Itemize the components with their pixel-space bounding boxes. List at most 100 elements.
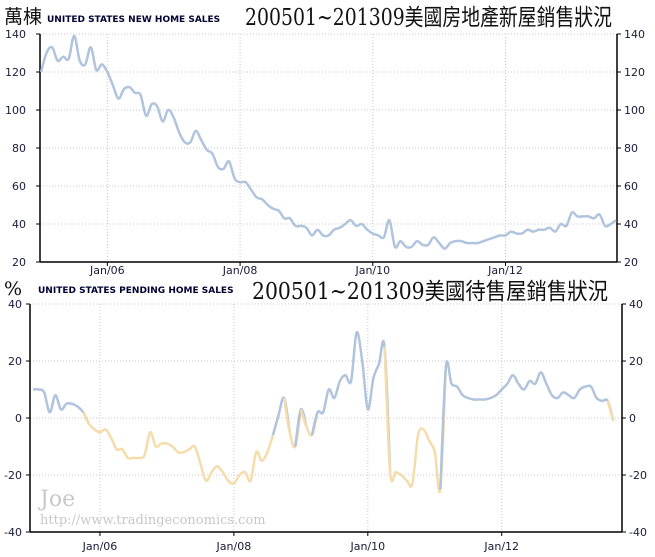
data-point [554,230,556,232]
data-point [615,219,617,221]
data-point [439,488,441,490]
data-point [161,120,163,122]
data-point [106,71,108,73]
data-point [416,240,418,242]
top-subtitle: UNITED STATES NEW HOME SALES [47,15,220,25]
data-point [194,445,196,447]
data-point [322,411,324,413]
data-point [467,397,469,399]
data-point [350,380,352,382]
data-point [45,52,47,54]
data-point [584,385,586,387]
data-point [449,242,451,244]
y-tick-label-left: 140 [5,28,26,41]
data-point [587,215,589,217]
x-tick-label: Jan/06 [82,540,118,553]
data-point [443,248,445,250]
data-point [543,229,545,231]
y-tick-label-left: -20 [4,469,22,482]
data-point [211,153,213,155]
data-point [366,229,368,231]
data-point [349,219,351,221]
data-point [421,244,423,246]
data-point [515,232,517,234]
data-point [189,141,191,143]
data-point [316,411,318,413]
data-point [394,246,396,248]
data-point [590,385,592,387]
data-point [145,115,147,117]
data-point [250,189,252,191]
data-point [233,482,235,484]
data-point [249,480,251,482]
y-tick-label-left: 60 [12,180,26,193]
data-point [56,59,58,61]
series-line-negative [383,346,448,494]
data-point [388,219,390,221]
data-point [512,374,514,376]
pending-home-sales-chart: -40 -40 -20 -20 0 0 20 20 40 40 Jan/06 Jan/08 Jan/10… [4,298,647,553]
data-point [482,240,484,242]
bottom-unit-label: % [4,278,22,300]
data-point [283,217,285,219]
data-point [116,448,118,450]
data-point [532,230,534,232]
data-point [199,462,201,464]
series-line-negative [606,400,615,422]
data-point [471,242,473,244]
data-point [327,234,329,236]
data-point [173,116,175,118]
data-point [255,196,257,198]
data-point [60,408,62,410]
x-tick-label: Jan/06 [89,264,125,277]
data-point [65,403,67,405]
data-point [460,240,462,242]
data-point [400,474,402,476]
data-point [300,408,302,410]
data-point [166,442,168,444]
data-point [549,227,551,229]
data-point [450,383,452,385]
y-tick-label-right: 120 [624,66,645,79]
data-point [383,236,385,238]
data-point [244,471,246,473]
data-point [138,457,140,459]
data-point [288,431,290,433]
series-line-positive [439,360,615,490]
top-title: 200501~201309美國房地產新屋銷售狀況 [245,5,612,31]
data-point [294,445,296,447]
data-point [182,451,184,453]
data-point [355,225,357,227]
y-tick-label-left: 100 [5,104,26,117]
data-point [607,400,609,402]
data-point [567,394,569,396]
y-tick-label-right: -40 [629,526,647,539]
data-point [143,454,145,456]
data-point [579,388,581,390]
data-point [434,451,436,453]
data-point [160,442,162,444]
data-point [206,149,208,151]
data-point [495,394,497,396]
data-point [117,97,119,99]
data-point [461,394,463,396]
data-point [128,86,130,88]
data-point [389,471,391,473]
data-point [167,109,169,111]
y-tick-label-left: 20 [8,355,22,368]
data-point [156,105,158,107]
data-point [573,397,575,399]
data-point [466,242,468,244]
data-point [506,383,508,385]
data-point [311,234,313,236]
data-point [305,227,307,229]
data-point [88,423,90,425]
data-point [556,397,558,399]
data-point [473,398,475,400]
data-point [255,451,257,453]
data-point [609,223,611,225]
series-line-negative [82,411,280,486]
data-point [305,425,307,427]
data-point [322,234,324,236]
data-point [432,236,434,238]
